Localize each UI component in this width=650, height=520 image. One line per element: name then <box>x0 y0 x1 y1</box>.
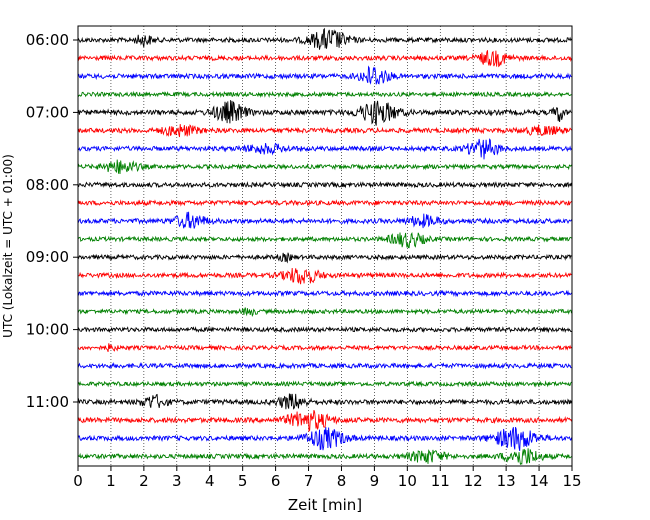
trace-row-0645 <box>77 90 572 98</box>
y-tick-label: 11:00 <box>26 393 69 411</box>
trace-row-0830 <box>77 211 572 229</box>
trace-row-1145 <box>77 448 572 465</box>
x-tick-label: 3 <box>172 472 182 490</box>
vertical-gridlines <box>110 26 540 466</box>
x-tick-label: 8 <box>337 472 347 490</box>
x-tick-label: 5 <box>238 472 248 490</box>
trace-row-0600 <box>77 27 572 50</box>
trace-row-1000 <box>77 325 572 334</box>
trace-row-0630 <box>77 65 572 85</box>
trace-row-0845 <box>77 232 572 249</box>
y-tick-label: 07:00 <box>26 103 69 121</box>
x-tick-label: 12 <box>464 472 483 490</box>
trace-row-1100 <box>77 393 572 410</box>
y-tick-label: 09:00 <box>26 248 69 266</box>
y-axis-label: UTC (Lokalzeit = UTC + 01:00) <box>1 154 15 338</box>
trace-row-0900 <box>77 252 572 264</box>
x-axis-ticks: 0 1 2 3 4 5 6 7 8 9 10 11 12 13 14 15 <box>73 466 582 490</box>
x-tick-label: 10 <box>398 472 417 490</box>
x-tick-label: 1 <box>106 472 116 490</box>
trace-row-1130 <box>77 426 572 451</box>
y-tick-label: 06:00 <box>26 31 69 49</box>
x-tick-label: 15 <box>562 472 581 490</box>
x-tick-label: 6 <box>271 472 281 490</box>
trace-row-0615 <box>77 50 572 68</box>
trace-row-0915 <box>77 267 572 285</box>
trace-row-1045 <box>77 380 572 388</box>
trace-row-0745 <box>77 159 572 175</box>
trace-row-0700 <box>77 100 572 126</box>
x-tick-label: 11 <box>431 472 450 490</box>
trace-row-0715 <box>77 124 572 138</box>
trace-row-0815 <box>77 199 572 207</box>
trace-row-1030 <box>77 362 572 370</box>
trace-row-0945 <box>77 307 572 318</box>
x-tick-label: 0 <box>73 472 83 490</box>
x-tick-label: 14 <box>530 472 549 490</box>
x-tick-label: 4 <box>205 472 215 490</box>
trace-row-1115 <box>77 410 572 433</box>
y-axis-ticks: 06:00 07:00 08:00 09:00 10:00 11:00 <box>26 31 78 411</box>
x-axis-label: Zeit [min] <box>288 496 362 514</box>
y-tick-label: 10:00 <box>26 321 69 339</box>
trace-row-1015 <box>77 343 572 352</box>
trace-row-0730 <box>77 138 572 160</box>
x-tick-label: 13 <box>497 472 516 490</box>
x-tick-label: 7 <box>304 472 314 490</box>
y-tick-label: 08:00 <box>26 176 69 194</box>
x-tick-label: 9 <box>370 472 380 490</box>
x-tick-label: 2 <box>139 472 149 490</box>
trace-row-0800 <box>77 180 572 189</box>
trace-row-0930 <box>77 289 572 298</box>
seismic-traces <box>77 27 572 465</box>
plot-frame <box>77 25 573 467</box>
